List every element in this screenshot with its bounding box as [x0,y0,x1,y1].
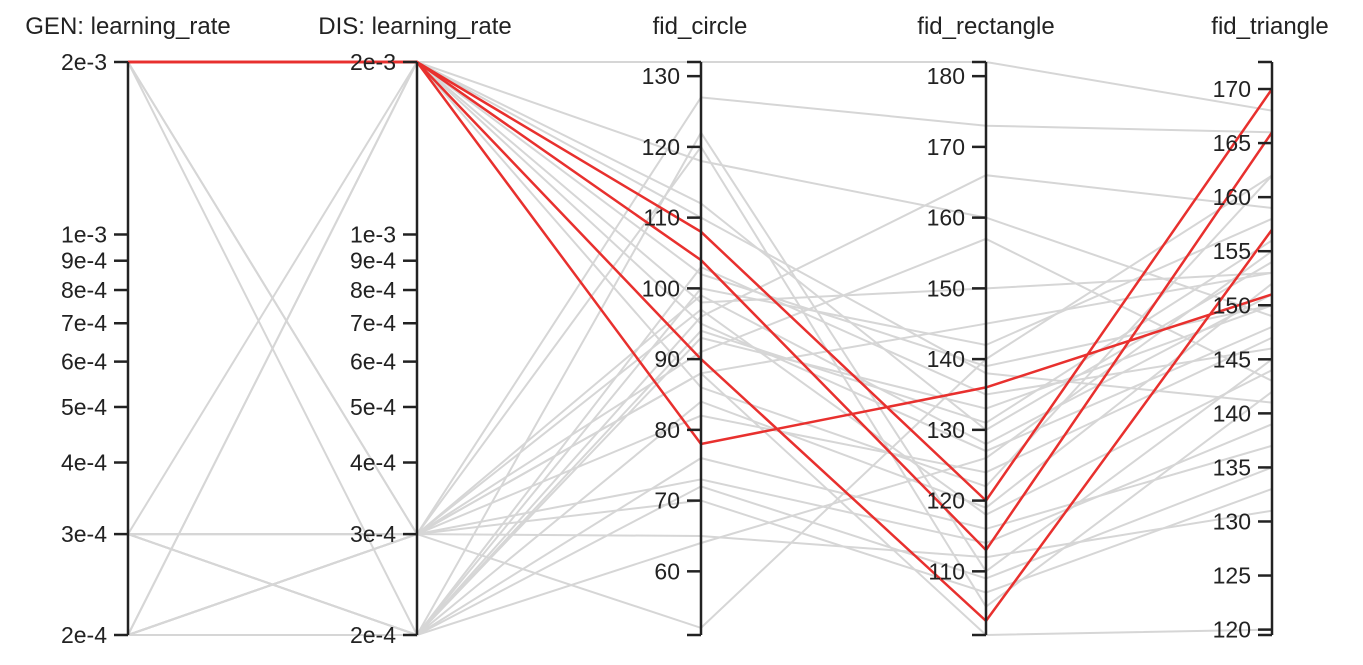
tick-label: 2e-4 [350,622,396,648]
axis-fid_circle: 60 70 80 90 100 110 120 130 fid_circle [642,13,748,637]
tick-label: 170 [1213,76,1251,102]
tick-label: 150 [927,275,965,301]
tick-label: 9e-4 [350,248,396,274]
tick-label: 160 [1213,184,1251,210]
tick-label: 70 [654,488,680,514]
tick-label: 125 [1213,563,1251,589]
tick-label: 140 [1213,400,1251,426]
tick-label: 120 [642,134,680,160]
tick-label: 90 [654,346,680,372]
tick-label: 8e-4 [350,277,396,303]
tick-label: 2e-3 [61,49,107,75]
tick-label: 110 [643,205,680,231]
tick-label: 6e-4 [61,349,107,375]
tick-label: 110 [928,558,965,584]
tick-label: 6e-4 [350,349,396,375]
axis-gen_lr: 2e-3 1e-39e-4 8e-4 7e-4 6e-4 5e-4 4e-4 3e-4 2e-4… [25,13,230,648]
axis-title: GEN: learning_rate [25,13,230,40]
axis-title: fid_rectangle [917,13,1054,40]
tick-label: 9e-4 [61,248,107,274]
tick-label: 2e-3 [350,49,396,75]
axis-title: DIS: learning_rate [318,13,511,40]
axis-title: fid_circle [653,13,748,40]
tick-label: 130 [642,63,680,89]
tick-label: 4e-4 [350,450,396,476]
tick-label: 7e-4 [350,310,396,336]
axis-dis_lr: 2e-3 1e-39e-4 8e-4 7e-4 6e-4 5e-4 4e-4 3e-4 2e-4… [318,13,511,648]
tick-label: 145 [1213,346,1251,372]
axis-fid_triangle: 120 125 130 135 140 145 150 155 160 165 170 fid_tri… [1211,13,1328,643]
axes: 2e-31e-39e-48e-47e-46e-45e-44e-43e-42e-4… [25,13,1328,648]
tick-label: 135 [1213,454,1251,480]
tick-label: 5e-4 [350,394,396,420]
tick-label: 120 [1213,617,1251,643]
tick-label: 4e-4 [61,450,107,476]
axis-fid_rectangle: 110 120 130 140 150 160 170 180 fid_rectangle [917,13,1055,637]
tick-label: 150 [1213,292,1251,318]
tick-label: 80 [654,417,680,443]
tick-label: 160 [927,205,965,231]
tick-label: 8e-4 [61,277,107,303]
tick-label: 130 [1213,508,1251,534]
tick-label: 140 [927,346,965,372]
tick-label: 130 [927,417,965,443]
tick-label: 120 [927,488,965,514]
tick-label: 155 [1213,238,1251,264]
tick-label: 1e-3 [350,221,396,247]
tick-label: 7e-4 [61,310,107,336]
tick-label: 3e-4 [350,521,396,547]
tick-label: 165 [1213,130,1251,156]
axis-title: fid_triangle [1211,13,1328,40]
tick-label: 170 [927,134,965,160]
tick-label: 5e-4 [61,394,107,420]
tick-label: 100 [642,275,680,301]
tick-label: 60 [654,558,680,584]
tick-label: 3e-4 [61,521,107,547]
tick-label: 1e-3 [61,221,107,247]
tick-label: 180 [927,63,965,89]
tick-label: 2e-4 [61,622,107,648]
